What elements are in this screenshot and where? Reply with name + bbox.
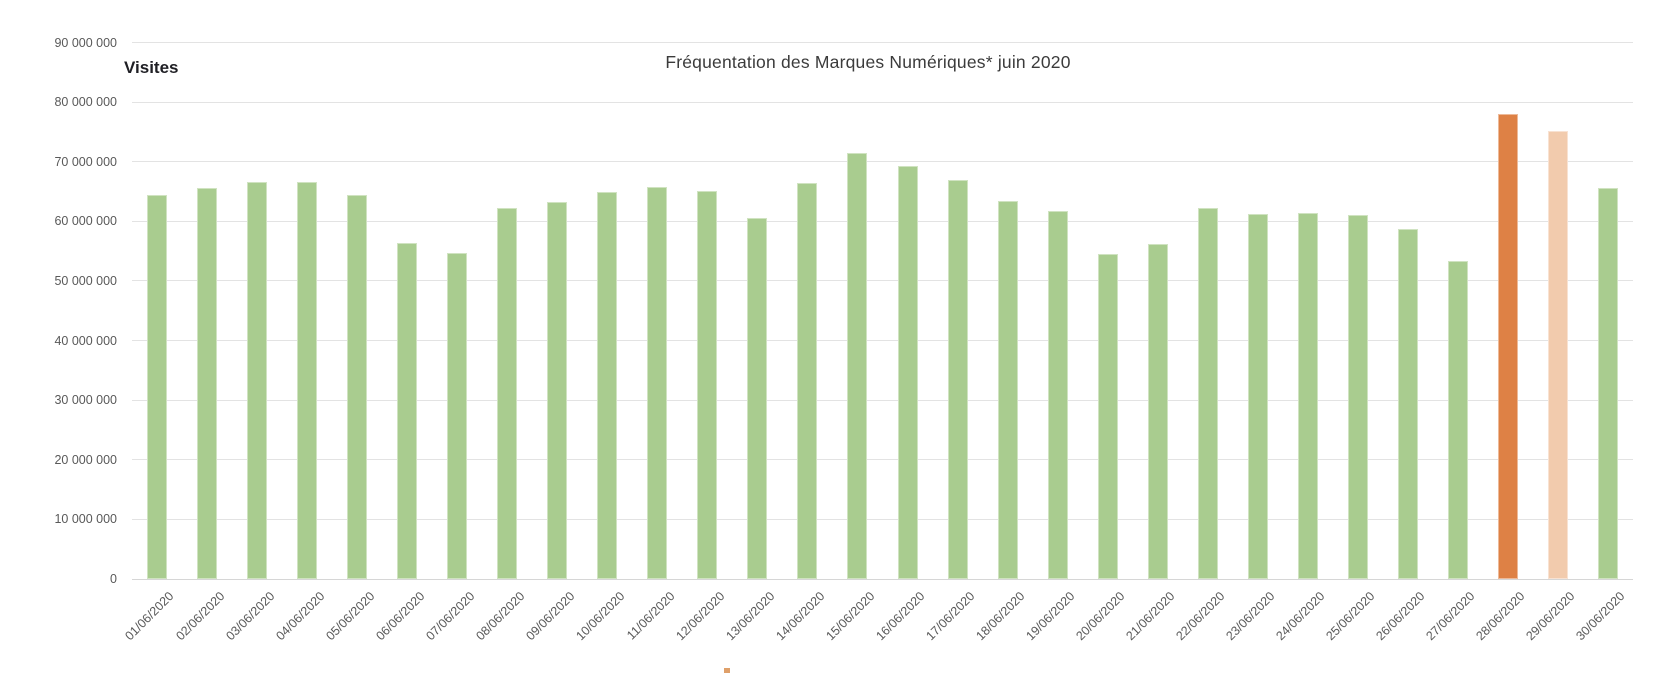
x-tick-label: 01/06/2020	[122, 589, 177, 644]
bar-23/06/2020	[1247, 213, 1268, 579]
x-tick-label: 18/06/2020	[973, 589, 1028, 644]
x-tick-label: 29/06/2020	[1523, 589, 1578, 644]
x-tick-label: 06/06/2020	[372, 589, 428, 644]
bar-24/06/2020	[1297, 212, 1318, 579]
y-tick-label: 10 000 000	[54, 512, 117, 527]
gridline	[132, 280, 1633, 282]
gridline	[132, 459, 1633, 461]
x-tick-label: 16/06/2020	[873, 589, 928, 644]
gridline	[132, 340, 1633, 342]
y-tick-label: 50 000 000	[54, 273, 117, 288]
bar-07/06/2020	[447, 252, 468, 579]
bar-11/06/2020	[647, 187, 668, 579]
y-tick-label: 30 000 000	[54, 393, 117, 408]
x-tick-label: 30/06/2020	[1573, 589, 1628, 644]
gridline	[132, 518, 1633, 520]
bar-05/06/2020	[347, 194, 368, 579]
bar-13/06/2020	[747, 218, 768, 579]
bar-03/06/2020	[247, 181, 268, 579]
y-tick-label: 90 000 000	[54, 35, 117, 50]
bar-04/06/2020	[297, 181, 318, 579]
x-tick-label: 07/06/2020	[422, 589, 478, 644]
bar-20/06/2020	[1097, 253, 1118, 579]
bar-29/06/2020	[1547, 131, 1568, 579]
gridline	[132, 399, 1633, 401]
bar-10/06/2020	[597, 192, 618, 579]
x-tick-label: 24/06/2020	[1273, 589, 1328, 644]
bar-30/06/2020	[1597, 187, 1618, 579]
bar-01/06/2020	[147, 194, 168, 579]
bar-22/06/2020	[1197, 208, 1218, 579]
x-tick-label: 25/06/2020	[1323, 589, 1378, 644]
x-tick-label: 17/06/2020	[923, 589, 978, 644]
x-tick-label: 28/06/2020	[1473, 589, 1528, 644]
bar-12/06/2020	[697, 190, 718, 579]
y-axis-title: Visites	[124, 58, 179, 77]
x-tick-label: 15/06/2020	[823, 589, 878, 644]
bar-15/06/2020	[847, 153, 868, 579]
y-tick-label: 20 000 000	[54, 452, 117, 467]
x-tick-label: 22/06/2020	[1173, 589, 1228, 644]
gridline	[132, 42, 1633, 43]
x-tick-label: 12/06/2020	[673, 589, 728, 644]
gridline	[132, 161, 1633, 163]
bar-18/06/2020	[997, 201, 1018, 579]
x-tick-label: 02/06/2020	[172, 589, 227, 644]
x-tick-label: 08/06/2020	[473, 589, 528, 644]
bar-25/06/2020	[1347, 214, 1368, 579]
bar-26/06/2020	[1397, 229, 1418, 579]
bar-16/06/2020	[897, 165, 918, 579]
x-tick-label: 19/06/2020	[1023, 589, 1078, 644]
bar-21/06/2020	[1147, 243, 1168, 579]
y-tick-label: 60 000 000	[54, 214, 117, 229]
chart-title: Fréquentation des Marques Numériques* ju…	[665, 52, 1071, 72]
x-tick-label: 03/06/2020	[222, 589, 277, 644]
x-tick-label: 09/06/2020	[523, 589, 578, 644]
bar-19/06/2020	[1047, 210, 1068, 579]
x-tick-label: 23/06/2020	[1223, 589, 1278, 644]
x-tick-label: 20/06/2020	[1073, 589, 1128, 644]
gridline	[132, 578, 1633, 580]
bar-06/06/2020	[397, 242, 418, 579]
y-tick-label: 80 000 000	[54, 95, 117, 110]
x-tick-label: 10/06/2020	[573, 589, 628, 644]
x-tick-label: 14/06/2020	[773, 589, 828, 644]
x-tick-label: 21/06/2020	[1123, 589, 1178, 644]
x-tick-label: 13/06/2020	[723, 589, 778, 644]
gridline	[132, 101, 1633, 103]
y-tick-label: 40 000 000	[54, 333, 117, 348]
x-tick-label: 04/06/2020	[272, 589, 328, 644]
bar-02/06/2020	[197, 187, 218, 579]
bar-17/06/2020	[947, 179, 968, 579]
y-tick-label: 70 000 000	[54, 154, 117, 169]
gridline	[132, 220, 1633, 222]
bar-28/06/2020	[1497, 114, 1518, 579]
x-tick-label: 11/06/2020	[623, 589, 678, 643]
bar-09/06/2020	[547, 202, 568, 579]
bar-08/06/2020	[497, 207, 518, 579]
x-tick-label: 05/06/2020	[322, 589, 378, 644]
legend-fragment-marker	[724, 668, 730, 673]
x-tick-label: 26/06/2020	[1373, 589, 1428, 644]
y-tick-label: 0	[110, 572, 117, 586]
x-tick-label: 27/06/2020	[1423, 589, 1478, 644]
bar-27/06/2020	[1447, 260, 1468, 579]
bar-14/06/2020	[797, 183, 818, 579]
